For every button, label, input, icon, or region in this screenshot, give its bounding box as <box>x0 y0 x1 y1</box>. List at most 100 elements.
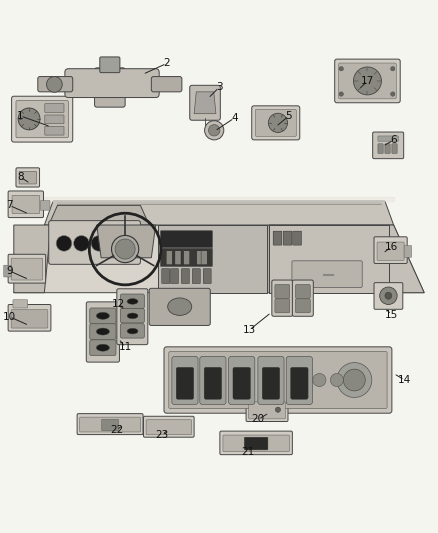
FancyBboxPatch shape <box>120 324 145 338</box>
FancyBboxPatch shape <box>149 288 210 326</box>
FancyBboxPatch shape <box>90 308 116 324</box>
FancyBboxPatch shape <box>151 77 182 92</box>
FancyBboxPatch shape <box>283 231 292 245</box>
FancyBboxPatch shape <box>4 265 11 277</box>
Text: 23: 23 <box>155 430 169 440</box>
FancyBboxPatch shape <box>335 59 400 103</box>
Circle shape <box>205 120 224 140</box>
FancyBboxPatch shape <box>292 280 313 316</box>
Circle shape <box>115 239 135 259</box>
FancyBboxPatch shape <box>12 195 39 214</box>
Polygon shape <box>14 225 51 293</box>
Ellipse shape <box>127 313 138 319</box>
FancyBboxPatch shape <box>272 280 293 316</box>
FancyBboxPatch shape <box>373 132 404 159</box>
Circle shape <box>74 236 89 251</box>
FancyBboxPatch shape <box>204 367 222 399</box>
FancyBboxPatch shape <box>269 225 389 293</box>
FancyBboxPatch shape <box>255 109 296 136</box>
FancyBboxPatch shape <box>100 57 120 72</box>
Text: 20: 20 <box>252 414 265 424</box>
FancyBboxPatch shape <box>290 367 308 399</box>
FancyBboxPatch shape <box>190 85 220 120</box>
Ellipse shape <box>127 328 138 334</box>
Text: 12: 12 <box>112 298 125 309</box>
Polygon shape <box>44 201 394 225</box>
FancyBboxPatch shape <box>378 136 399 141</box>
FancyBboxPatch shape <box>65 69 159 98</box>
FancyBboxPatch shape <box>90 340 116 356</box>
Circle shape <box>391 67 395 71</box>
Circle shape <box>339 92 343 96</box>
FancyBboxPatch shape <box>252 106 300 140</box>
FancyBboxPatch shape <box>11 310 48 328</box>
Polygon shape <box>14 225 424 293</box>
Text: 13: 13 <box>243 325 256 335</box>
FancyBboxPatch shape <box>184 251 190 265</box>
Text: 21: 21 <box>241 447 254 457</box>
FancyBboxPatch shape <box>158 225 267 293</box>
FancyBboxPatch shape <box>377 242 404 261</box>
FancyBboxPatch shape <box>160 248 212 266</box>
FancyBboxPatch shape <box>374 282 403 309</box>
FancyBboxPatch shape <box>13 300 28 308</box>
FancyBboxPatch shape <box>192 269 200 284</box>
Circle shape <box>18 108 40 130</box>
Text: 2: 2 <box>163 59 170 68</box>
FancyBboxPatch shape <box>339 63 396 99</box>
Text: 14: 14 <box>398 375 411 385</box>
FancyBboxPatch shape <box>86 302 120 362</box>
FancyBboxPatch shape <box>45 126 64 135</box>
FancyBboxPatch shape <box>249 402 286 419</box>
Circle shape <box>112 236 139 263</box>
FancyBboxPatch shape <box>246 398 288 422</box>
Circle shape <box>91 236 107 251</box>
FancyBboxPatch shape <box>262 367 280 399</box>
FancyBboxPatch shape <box>392 144 397 154</box>
Circle shape <box>313 374 326 386</box>
FancyBboxPatch shape <box>378 144 383 154</box>
FancyBboxPatch shape <box>45 103 64 112</box>
FancyBboxPatch shape <box>38 77 73 92</box>
FancyBboxPatch shape <box>275 299 290 313</box>
FancyBboxPatch shape <box>220 431 292 455</box>
Text: 7: 7 <box>6 200 13 211</box>
FancyBboxPatch shape <box>275 285 290 298</box>
Ellipse shape <box>96 328 110 335</box>
FancyBboxPatch shape <box>120 309 145 323</box>
Circle shape <box>380 287 397 304</box>
Circle shape <box>56 236 72 251</box>
Text: 3: 3 <box>215 83 223 93</box>
FancyBboxPatch shape <box>295 285 310 298</box>
Text: 16: 16 <box>385 242 398 252</box>
FancyBboxPatch shape <box>19 171 36 184</box>
FancyBboxPatch shape <box>201 251 207 265</box>
FancyBboxPatch shape <box>11 258 42 280</box>
FancyBboxPatch shape <box>95 68 125 107</box>
Text: 5: 5 <box>286 111 292 121</box>
FancyBboxPatch shape <box>200 357 226 405</box>
FancyBboxPatch shape <box>90 324 116 340</box>
Text: 15: 15 <box>385 310 398 319</box>
FancyBboxPatch shape <box>197 251 203 265</box>
FancyBboxPatch shape <box>80 417 141 432</box>
Circle shape <box>339 67 343 71</box>
Circle shape <box>330 374 343 386</box>
FancyBboxPatch shape <box>385 144 390 154</box>
Circle shape <box>109 236 124 251</box>
FancyBboxPatch shape <box>273 231 282 245</box>
Polygon shape <box>97 225 155 258</box>
Polygon shape <box>269 225 424 293</box>
FancyBboxPatch shape <box>176 367 194 399</box>
FancyBboxPatch shape <box>404 246 412 257</box>
FancyBboxPatch shape <box>244 437 268 450</box>
FancyBboxPatch shape <box>162 269 170 284</box>
Polygon shape <box>49 205 149 225</box>
Text: 4: 4 <box>231 113 237 123</box>
Polygon shape <box>194 92 216 114</box>
Text: 17: 17 <box>361 76 374 86</box>
FancyBboxPatch shape <box>16 168 39 187</box>
Ellipse shape <box>96 312 110 319</box>
Circle shape <box>343 369 365 391</box>
FancyBboxPatch shape <box>181 269 189 284</box>
